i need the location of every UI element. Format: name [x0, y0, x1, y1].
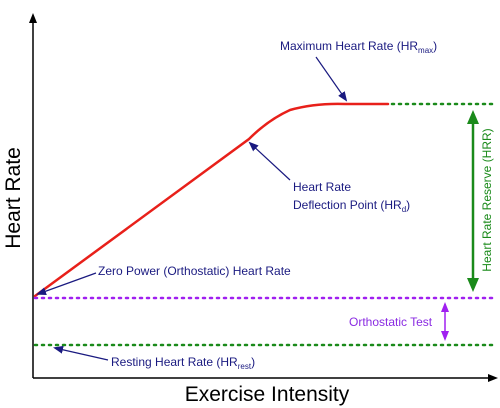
hrd-pointer-arrow: [248, 141, 291, 181]
hrd-label-line1: Heart Rate: [293, 180, 351, 194]
orthostatic-label: Orthostatic Test: [349, 315, 433, 329]
zero-power-pointer-arrow: [36, 272, 97, 296]
resting-label: Resting Heart Rate (HRrest): [111, 355, 255, 371]
x-axis-label: Exercise Intensity: [185, 383, 350, 406]
zero-power-label: Zero Power (Orthostatic) Heart Rate: [98, 264, 291, 278]
hrd-label-line2: Deflection Point (HRd): [293, 198, 410, 214]
hrmax-pointer-arrow: [315, 56, 348, 102]
hrr-label: Heart Rate Reserve (HRR): [480, 128, 494, 271]
y-axis-label: Heart Rate: [2, 147, 25, 249]
hrmax-label: Maximum Heart Rate (HRmax): [280, 39, 437, 55]
resting-pointer-arrow: [53, 345, 109, 361]
heart-rate-curve: [33, 102, 390, 298]
